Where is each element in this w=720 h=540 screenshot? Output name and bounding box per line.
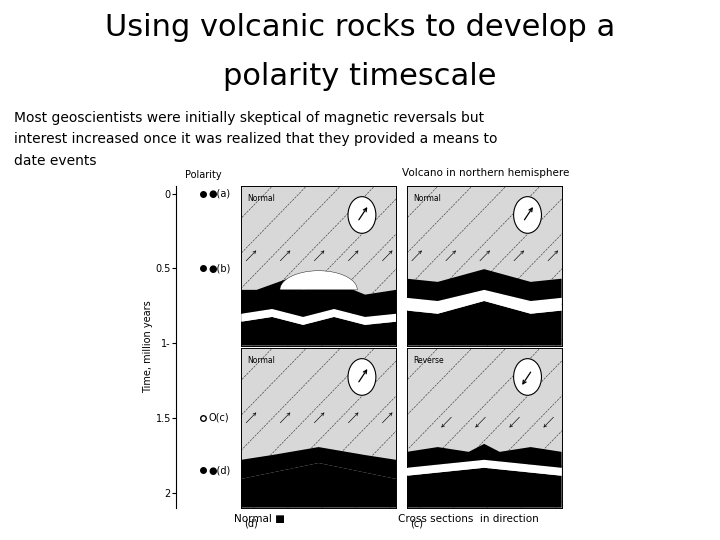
Text: Volcano in northern hemisphere: Volcano in northern hemisphere [402,168,570,178]
Ellipse shape [348,359,376,395]
Polygon shape [407,269,562,301]
Text: Normal: Normal [248,194,275,203]
Text: Reverse: Reverse [413,356,444,365]
Text: ●(d): ●(d) [209,465,231,475]
Polygon shape [241,447,396,479]
Text: 1.9 m.y. ago: 1.9 m.y. ago [248,492,294,501]
Polygon shape [407,444,562,468]
Text: Present: Present [248,330,276,339]
Polygon shape [407,301,562,346]
Polygon shape [407,290,562,314]
Text: Normal ■: Normal ■ [234,515,284,524]
Y-axis label: Time, million years: Time, million years [143,301,153,393]
Text: polarity timescale: polarity timescale [223,62,497,91]
Text: ●(a): ●(a) [209,189,231,199]
Text: (a): (a) [244,357,258,367]
Ellipse shape [513,197,541,233]
Text: interest increased once it was realized that they provided a means to: interest increased once it was realized … [14,132,498,146]
Text: Cross sections  in direction: Cross sections in direction [397,515,539,524]
Polygon shape [241,463,396,508]
Polygon shape [241,317,396,346]
Text: (b): (b) [410,357,424,367]
Text: O(c): O(c) [209,413,230,423]
Text: ●(b): ●(b) [209,264,231,273]
Text: Polarity: Polarity [185,170,222,180]
Polygon shape [241,279,396,317]
Polygon shape [241,309,396,325]
Polygon shape [280,271,357,290]
Text: 0.5 m.y. ago: 0.5 m.y. ago [413,330,459,339]
Text: (d): (d) [244,519,258,529]
Text: Normal: Normal [248,356,275,365]
Ellipse shape [513,359,541,395]
Text: (c): (c) [410,519,423,529]
Polygon shape [407,460,562,476]
Text: 1.5 m.y. ago: 1.5 m.y. ago [413,492,459,501]
Polygon shape [407,468,562,508]
Text: date events: date events [14,154,97,168]
Text: Using volcanic rocks to develop a: Using volcanic rocks to develop a [105,14,615,43]
Ellipse shape [348,197,376,233]
Text: Normal: Normal [413,194,441,203]
Text: Most geoscientists were initially skeptical of magnetic reversals but: Most geoscientists were initially skepti… [14,111,485,125]
